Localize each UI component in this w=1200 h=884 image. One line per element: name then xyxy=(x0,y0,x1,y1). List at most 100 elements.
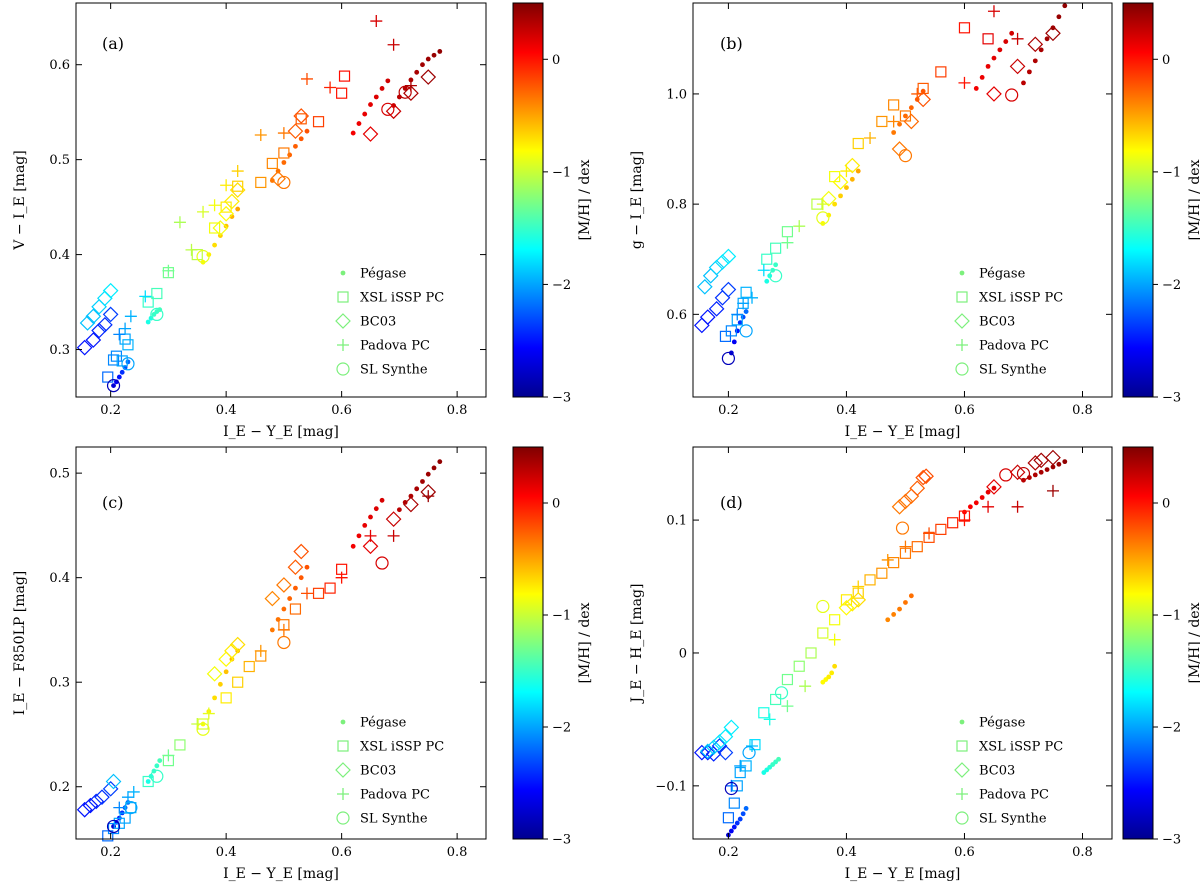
point-square xyxy=(312,116,325,128)
point-diamond xyxy=(717,728,734,745)
point-dot xyxy=(903,113,908,119)
point-plus xyxy=(300,587,313,600)
point-dot xyxy=(1032,58,1038,64)
point-diamond xyxy=(403,496,419,513)
x-tick-label: 0.8 xyxy=(447,845,468,860)
point-circle xyxy=(769,269,783,283)
point-dot xyxy=(973,86,979,91)
point-diamond xyxy=(385,511,402,527)
point-dot xyxy=(356,533,362,539)
point-dot xyxy=(116,374,122,380)
point-square xyxy=(876,115,888,128)
y-tick-label: 0.5 xyxy=(49,467,70,482)
point-square xyxy=(266,157,278,170)
x-tick-label: 0.6 xyxy=(954,403,975,418)
legend-entry: Padova PC xyxy=(979,339,1049,354)
y-tick-label: 0 xyxy=(679,646,687,661)
point-dot xyxy=(740,811,746,817)
point-square xyxy=(336,87,348,99)
point-plus xyxy=(422,490,435,503)
legend-marker-dot xyxy=(959,719,965,725)
point-diamond xyxy=(720,248,737,265)
point-plus xyxy=(987,5,1000,18)
point-plus xyxy=(220,179,233,192)
point-square xyxy=(255,176,267,189)
legend-marker-circle xyxy=(955,362,969,376)
x-tick-label: 0.4 xyxy=(216,845,237,860)
y-tick-label: 0.6 xyxy=(666,308,687,323)
point-diamond xyxy=(1045,449,1061,466)
point-plus xyxy=(1011,500,1024,513)
point-diamond xyxy=(212,220,229,236)
point-plus xyxy=(781,700,794,713)
colorbar-tick-label: −3 xyxy=(1162,833,1181,848)
legend-entry: SL Synthe xyxy=(360,812,428,827)
point-circle xyxy=(106,379,121,393)
colorbar-tick-label: −3 xyxy=(552,391,571,406)
point-dot xyxy=(979,495,985,500)
legend-marker-plus xyxy=(956,339,968,351)
point-diamond xyxy=(293,543,310,560)
point-dot xyxy=(425,471,431,477)
point-diamond xyxy=(105,773,122,790)
point-diamond xyxy=(94,789,110,806)
colorbar-tick-label: −2 xyxy=(552,721,571,736)
legend-marker-square xyxy=(956,740,968,752)
point-dot xyxy=(829,670,835,676)
legend-entry: SL Synthe xyxy=(979,363,1047,378)
point-diamond xyxy=(1027,455,1044,471)
point-dot xyxy=(420,62,425,68)
point-diamond xyxy=(909,480,926,497)
point-dot xyxy=(979,74,985,80)
point-dot xyxy=(991,55,997,61)
point-plus xyxy=(958,514,971,527)
point-square xyxy=(125,802,137,814)
point-dot xyxy=(920,88,926,94)
point-dot xyxy=(838,193,843,199)
panel-tag: (b) xyxy=(720,34,743,53)
legend-marker-diamond xyxy=(335,762,351,778)
point-diamond xyxy=(97,290,113,307)
legend-marker-dot xyxy=(340,719,346,725)
point-square xyxy=(770,242,782,254)
point-dot xyxy=(217,681,223,687)
point-square xyxy=(781,673,794,686)
y-axis-label: J_E − H_E [mag] xyxy=(629,584,645,705)
point-square xyxy=(122,339,134,351)
axes-frame xyxy=(692,446,1113,840)
x-tick-label: 0.6 xyxy=(331,403,352,418)
point-diamond xyxy=(915,91,932,108)
point-square xyxy=(740,286,752,298)
legend-entry: Pégase xyxy=(360,716,407,731)
legend-entry: XSL iSSP PC xyxy=(979,291,1063,306)
point-dot xyxy=(298,136,304,142)
point-plus xyxy=(139,290,152,303)
point-dot xyxy=(287,596,293,601)
legend-marker-plus xyxy=(337,339,349,351)
legend-entry: Pégase xyxy=(979,716,1026,731)
legend-entry: BC03 xyxy=(360,315,396,330)
point-dot xyxy=(304,128,310,134)
point-dot xyxy=(737,320,743,326)
point-diamond xyxy=(705,739,722,756)
point-dot xyxy=(1062,459,1068,465)
colorbar-tick-label: −1 xyxy=(552,609,571,624)
point-diamond xyxy=(102,306,119,323)
point-diamond xyxy=(362,126,379,142)
point-plus xyxy=(387,529,400,542)
legend-marker-square xyxy=(337,291,349,303)
point-plus xyxy=(113,328,126,341)
point-dot xyxy=(402,500,408,505)
point-square xyxy=(770,693,782,706)
point-dot xyxy=(897,606,902,612)
point-diamond xyxy=(102,282,119,299)
point-square xyxy=(174,739,186,751)
point-square xyxy=(232,676,244,688)
point-dot xyxy=(368,514,373,520)
legend-marker-circle xyxy=(336,811,350,825)
point-dot xyxy=(991,485,997,491)
point-diamond xyxy=(986,86,1002,102)
point-dot xyxy=(1032,472,1038,478)
point-circle xyxy=(106,819,121,834)
point-plus xyxy=(364,529,377,542)
